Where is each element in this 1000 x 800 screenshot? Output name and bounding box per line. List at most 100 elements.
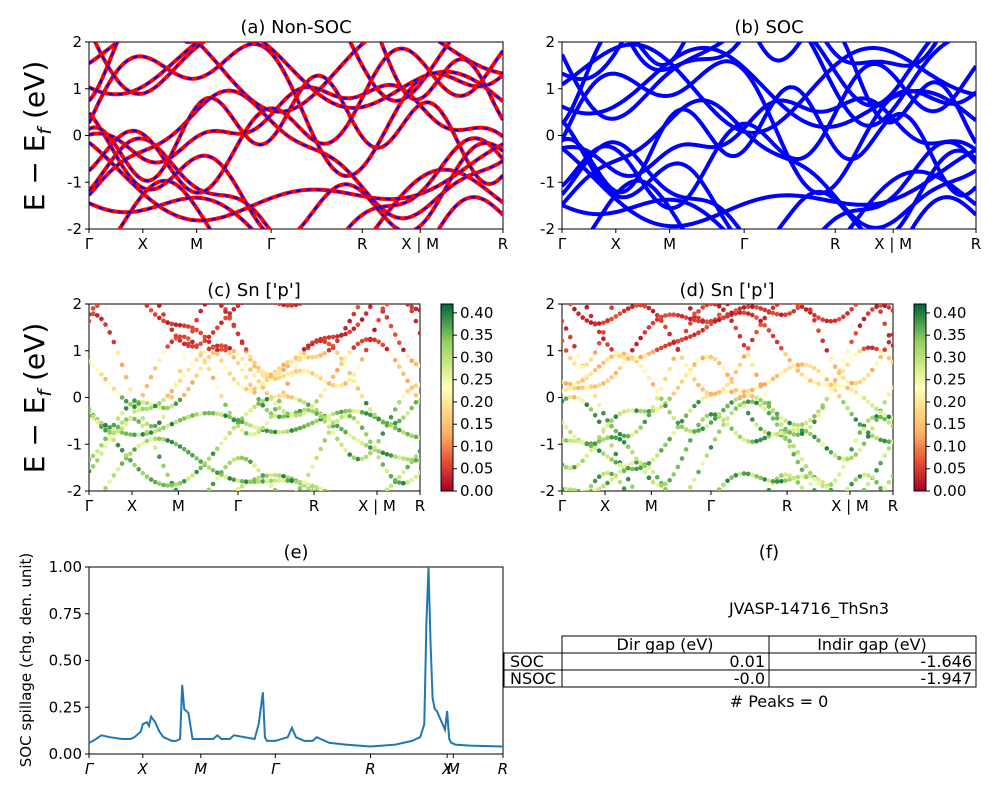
projected-point: [733, 369, 739, 375]
projected-point: [832, 364, 838, 370]
projected-point: [170, 284, 175, 289]
projected-point: [165, 320, 170, 325]
projected-point: [289, 370, 295, 376]
projected-point: [745, 393, 751, 399]
projected-point: [264, 478, 270, 484]
projected-point: [111, 427, 117, 432]
projected-point: [99, 295, 104, 300]
projected-point: [152, 429, 158, 434]
projected-point: [634, 341, 639, 347]
projected-point: [132, 398, 137, 403]
projected-point: [858, 297, 863, 302]
projected-point: [401, 371, 406, 377]
projected-point: [409, 358, 415, 364]
projected-point: [787, 477, 792, 482]
projected-point: [601, 410, 606, 416]
projected-point: [638, 354, 643, 360]
projected-point: [256, 475, 261, 481]
projected-point: [243, 412, 249, 417]
projected-point: [314, 455, 319, 461]
projected-point: [601, 451, 606, 456]
projected-point: [418, 516, 423, 521]
projected-point: [99, 424, 104, 430]
projected-point: [795, 427, 801, 433]
projected-point: [389, 289, 394, 294]
projected-point: [198, 497, 203, 502]
projected-point: [397, 400, 402, 405]
projected-point: [799, 372, 805, 377]
projected-point: [392, 420, 398, 426]
projected-point: [630, 250, 635, 255]
projected-point: [816, 438, 821, 443]
projected-point: [592, 368, 598, 373]
projected-point: [182, 527, 187, 532]
projected-point: [128, 520, 133, 525]
projected-point: [194, 469, 199, 475]
projected-point: [733, 406, 739, 411]
projected-point: [804, 297, 809, 302]
projected-point: [733, 473, 739, 478]
panel-c-title: (c) Sn ['p']: [207, 280, 301, 301]
projected-point: [667, 331, 672, 337]
projected-point: [215, 411, 220, 417]
projected-point: [376, 416, 381, 422]
projected-point: [878, 492, 883, 497]
projected-point: [148, 405, 154, 411]
projected-point: [717, 520, 722, 525]
colorbar-tick-label: 0.00: [933, 482, 966, 500]
projected-point: [165, 281, 170, 286]
projected-point: [401, 480, 406, 486]
projected-point: [89, 469, 92, 474]
projected-point: [667, 436, 672, 442]
projected-point: [297, 350, 303, 356]
projected-point: [297, 368, 303, 374]
projected-point: [596, 448, 602, 454]
projected-point: [696, 422, 701, 428]
projected-point: [384, 421, 390, 427]
projected-point: [799, 422, 805, 428]
gap-table: Dir gap (eV) Indir gap (eV) SOC 0.01 -1.…: [503, 635, 977, 688]
projected-point: [281, 408, 286, 414]
projected-point: [152, 436, 158, 442]
projected-point: [845, 385, 850, 391]
projected-point: [314, 399, 319, 404]
projected-point: [828, 319, 834, 324]
projected-point: [886, 339, 892, 345]
projected-point: [853, 380, 859, 386]
projected-point: [870, 415, 875, 421]
projected-point: [376, 449, 381, 454]
projected-point: [787, 420, 792, 426]
projected-point: [128, 258, 133, 263]
projected-point: [223, 436, 228, 441]
projected-point: [124, 242, 129, 247]
projected-point: [588, 313, 594, 319]
projected-point: [758, 437, 763, 443]
projected-point: [845, 348, 850, 354]
projected-point: [878, 354, 883, 360]
projected-point: [310, 464, 315, 470]
projected-point: [330, 411, 336, 417]
projected-point: [890, 343, 893, 348]
projected-point: [264, 396, 270, 402]
projected-point: [882, 438, 887, 444]
projected-point: [405, 254, 410, 259]
projected-point: [405, 480, 410, 485]
projected-point: [572, 278, 577, 283]
projected-point: [770, 376, 776, 382]
projected-point: [215, 384, 220, 390]
projected-point: [886, 355, 892, 361]
projected-point: [359, 393, 365, 399]
projected-point: [260, 425, 266, 431]
projected-point: [767, 251, 772, 256]
projected-point: [405, 353, 410, 359]
projected-point: [140, 406, 146, 412]
projected-point: [223, 413, 228, 419]
projected-point: [625, 476, 631, 482]
projected-point: [231, 425, 237, 431]
projected-point: [231, 417, 237, 423]
projected-point: [737, 334, 743, 339]
panel-b-title: (b) SOC: [734, 17, 803, 38]
projected-point: [845, 243, 850, 248]
